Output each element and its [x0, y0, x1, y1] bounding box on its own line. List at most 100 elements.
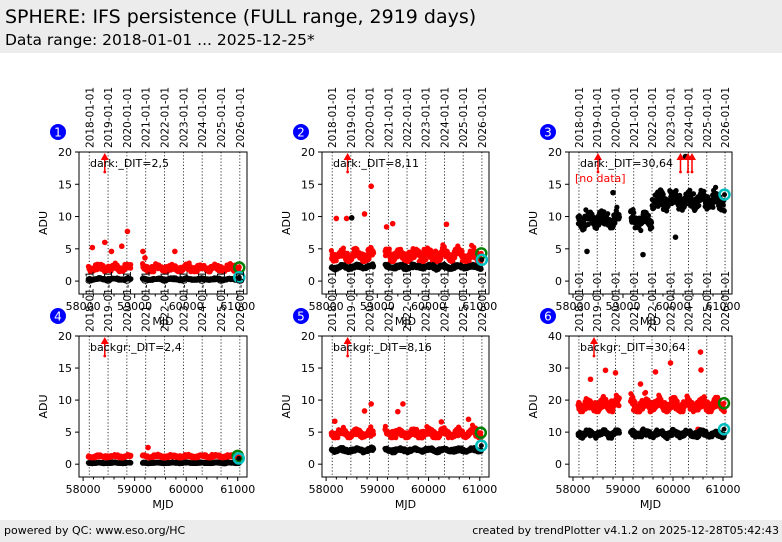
outlier-arrow-base — [103, 354, 107, 358]
series-lower — [85, 459, 242, 467]
plots-figure: 2018-01-01 2019-01-01 2020-01-01 2021-01-01… — [37, 87, 741, 511]
x-axis-label: MJD — [152, 315, 173, 328]
outlier-point — [140, 248, 146, 255]
data-point — [371, 250, 377, 256]
date-tick-label: 2018-01-01 — [327, 271, 339, 332]
y-tick-label: 5 — [308, 243, 315, 256]
axes-frame — [568, 151, 733, 295]
date-tick-label: 2020-01-01 — [365, 87, 377, 148]
outlier-arrow-head — [343, 337, 352, 344]
outlier-arrow-head — [688, 153, 696, 160]
date-tick-label: 2021-01-01 — [383, 271, 395, 332]
data-point — [344, 250, 350, 256]
y-axis-label: ADU — [280, 211, 293, 235]
x-tick-label: 61000 — [706, 300, 741, 313]
data-point — [690, 191, 697, 197]
points-group — [328, 401, 484, 456]
outlier-point — [637, 381, 644, 387]
date-tick-label: 2021-01-01 — [383, 87, 395, 148]
outlier-point — [672, 234, 679, 240]
chart-panel-6: 2018-01-01 2019-01-01 2020-01-01 2021-01-01… — [527, 271, 741, 511]
date-tick-label: 2025-01-01 — [458, 87, 470, 148]
outlier-arrow-base — [346, 170, 350, 174]
x-tick-label: 58000 — [309, 300, 344, 313]
points-group — [575, 153, 727, 258]
series-lower — [575, 426, 728, 442]
outlier-arrow-base — [679, 170, 682, 174]
data-range-subtitle: Data range: 2018-01-01 ... 2025-12-25* — [5, 31, 315, 49]
data-point — [382, 423, 388, 429]
panel-label: dark:_DIT=8,11 — [333, 157, 419, 170]
date-tick-label: 2025-01-01 — [216, 271, 228, 332]
data-point — [577, 214, 583, 220]
data-point — [605, 211, 611, 217]
outlier-point — [612, 370, 619, 376]
outlier-arrow-head — [100, 153, 109, 160]
no-data-label: [no data] — [575, 172, 626, 185]
date-tick-label: 2018-01-01 — [84, 87, 96, 148]
last-value-marker-upper — [474, 426, 488, 440]
chart-panel-3: 2018-01-01 2019-01-01 2020-01-01 2021-01-01… — [527, 87, 741, 328]
chart-panel-4: 2018-01-01 2019-01-01 2020-01-01 2021-01-01… — [37, 271, 255, 511]
x-tick-label: 60000 — [169, 300, 204, 313]
panel-number-badge — [50, 308, 66, 324]
y-tick-label: 0 — [308, 458, 315, 471]
date-tick-label: 2025-01-01 — [458, 271, 470, 332]
y-axis-label: ADU — [527, 211, 540, 235]
outlier-point — [389, 220, 396, 227]
outlier-point — [333, 215, 340, 222]
y-tick-label: 20 — [58, 146, 72, 159]
outlier-point — [108, 248, 115, 255]
y-tick-label: 10 — [301, 211, 315, 224]
panel-number-text: 5 — [297, 310, 305, 324]
outlier-point — [438, 419, 445, 425]
x-tick-label: 58000 — [66, 300, 101, 313]
y-tick-label: 5 — [65, 243, 72, 256]
panel-number-text: 2 — [297, 126, 305, 140]
date-tick-label: 2026-01-01 — [477, 271, 489, 332]
last-value-point-lower — [479, 257, 485, 263]
date-tick-label: 2022-01-01 — [402, 271, 414, 332]
y-tick-label: 20 — [301, 330, 315, 343]
y-axis-label: ADU — [37, 394, 50, 418]
panel-number-badge — [540, 124, 556, 140]
series-lower — [328, 215, 484, 273]
data-point — [128, 460, 134, 466]
data-point — [713, 184, 719, 190]
panel-number-badge — [293, 124, 309, 140]
page-title: SPHERE: IFS persistence (FULL range, 291… — [5, 6, 477, 28]
panel-label: backgr:_DIT=2,4 — [90, 341, 182, 354]
date-tick-label: 2023-01-01 — [421, 271, 433, 332]
x-axis-label: MJD — [395, 498, 416, 511]
date-tick-label: 2022-01-01 — [160, 87, 172, 148]
y-tick-label: 5 — [65, 426, 72, 439]
data-point — [648, 220, 655, 226]
y-tick-label: 10 — [58, 211, 72, 224]
data-point — [673, 188, 679, 194]
last-value-point-upper — [236, 265, 242, 271]
date-tick-label: 2024-01-01 — [684, 87, 696, 148]
series-upper — [85, 444, 242, 461]
date-tick-label: 2018-01-01 — [327, 87, 339, 148]
x-tick-label: 58000 — [309, 483, 344, 496]
chart-panel-2: 2018-01-01 2019-01-01 2020-01-01 2021-01-01… — [280, 87, 497, 328]
panel-number-text: 1 — [54, 126, 62, 140]
date-tick-label: 2026-01-01 — [235, 87, 247, 148]
date-tick-label: 2018-01-01 — [574, 87, 586, 148]
y-tick-label: 20 — [58, 330, 72, 343]
y-tick-label: 15 — [301, 178, 315, 191]
date-tick-label: 2020-01-01 — [610, 87, 622, 148]
y-tick-label: 0 — [65, 458, 72, 471]
axes-frame — [321, 335, 490, 478]
x-tick-label: 61000 — [462, 483, 497, 496]
date-tick-label: 2024-01-01 — [439, 87, 451, 148]
outlier-point — [361, 211, 368, 217]
outlier-point — [443, 221, 450, 228]
x-tick-label: 59000 — [117, 483, 152, 496]
date-tick-label: 2019-01-01 — [346, 271, 358, 332]
date-tick-label: 2021-01-01 — [141, 271, 153, 332]
last-value-marker-lower — [232, 452, 246, 465]
x-tick-label: 59000 — [360, 483, 395, 496]
y-tick-label: 0 — [65, 275, 72, 288]
data-point — [643, 389, 649, 396]
